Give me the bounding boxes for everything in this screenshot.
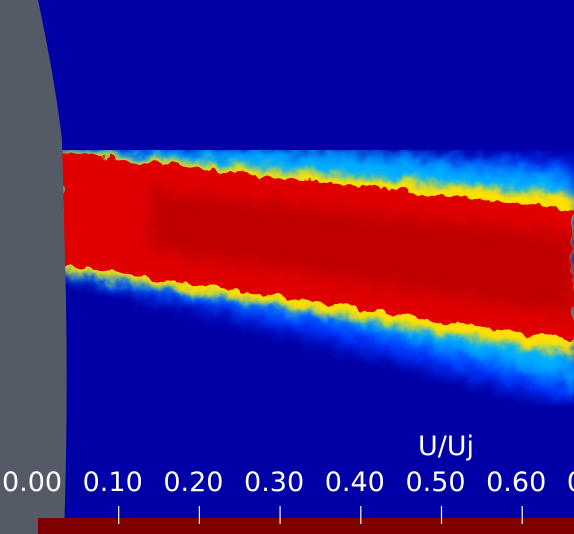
colorbar-title: U/Uj [418, 431, 474, 462]
colorbar-tick-label: 0.60 [486, 467, 546, 498]
colorbar-tick-label: 0.70 [567, 467, 574, 498]
jet-shear-layer [60, 150, 574, 405]
nozzle-wall [0, 0, 67, 534]
colorbar-tick-label: 0.30 [244, 467, 304, 498]
colorbar-tick-label: 0.00 [2, 467, 62, 498]
colorbar-tick-label: 0.50 [405, 467, 465, 498]
colorbar-tick-label: 0.10 [83, 467, 143, 498]
colorbar-tick-label: 0.20 [163, 467, 223, 498]
colorbar-tick-label: 0.40 [325, 467, 385, 498]
colorbar [38, 518, 574, 534]
